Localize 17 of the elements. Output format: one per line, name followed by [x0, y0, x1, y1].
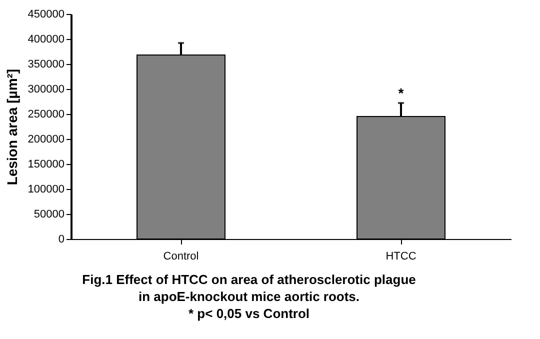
- y-tick-label: 400000: [28, 34, 64, 46]
- y-tick-label: 0: [58, 234, 64, 246]
- text: * p< 0,05 vs Control: [188, 306, 310, 321]
- y-tick-label: 450000: [28, 8, 64, 20]
- y-tick-label: 200000: [28, 134, 64, 146]
- x-tick-label: Control: [163, 250, 199, 262]
- y-tick-label: 300000: [28, 84, 64, 96]
- y-axis-title: Lesion area [µm²]: [4, 68, 20, 186]
- y-tick-label: 150000: [28, 158, 64, 170]
- y-tick-label: 100000: [28, 184, 64, 196]
- x-tick-label: HTCC: [386, 250, 416, 262]
- annotation: *: [398, 85, 404, 101]
- y-tick-label: 250000: [28, 108, 64, 120]
- y-tick-label: 50000: [34, 208, 64, 220]
- y-tick-label: 350000: [28, 58, 64, 70]
- caption: Fig.1 Effect of HTCC on area of atherosclerotic plague: [82, 272, 416, 287]
- text: in apoE-knockout mice aortic roots.: [138, 289, 360, 304]
